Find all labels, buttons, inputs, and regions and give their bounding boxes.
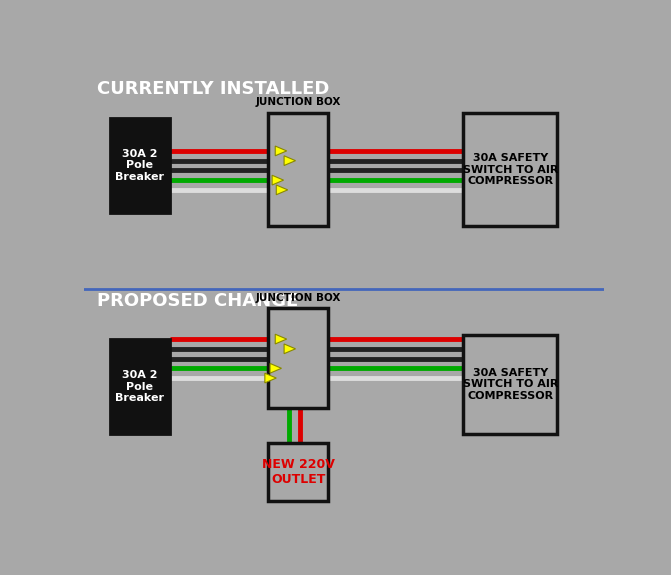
Bar (464, 335, 557, 434)
Text: JUNCTION BOX: JUNCTION BOX (256, 293, 341, 303)
Polygon shape (275, 146, 287, 156)
Bar (110, 118, 170, 213)
Text: CURRENTLY INSTALLED: CURRENTLY INSTALLED (97, 80, 329, 98)
Bar (268, 308, 328, 408)
Text: PROPOSED CHANGE: PROPOSED CHANGE (97, 292, 298, 310)
Bar (110, 339, 170, 434)
Polygon shape (275, 334, 287, 344)
Polygon shape (284, 156, 295, 166)
Text: 30A 2
Pole
Breaker: 30A 2 Pole Breaker (115, 370, 164, 403)
Polygon shape (272, 175, 284, 185)
Text: 30A 2
Pole
Breaker: 30A 2 Pole Breaker (115, 149, 164, 182)
Polygon shape (276, 185, 288, 195)
Bar (268, 443, 328, 501)
Polygon shape (270, 363, 282, 373)
Polygon shape (284, 344, 295, 354)
Bar (268, 113, 328, 226)
Polygon shape (265, 373, 276, 383)
Text: NEW 220V
OUTLET: NEW 220V OUTLET (262, 458, 335, 486)
Text: 30A SAFETY
SWITCH TO AIR
COMPRESSOR: 30A SAFETY SWITCH TO AIR COMPRESSOR (462, 153, 558, 186)
Bar (464, 113, 557, 226)
Text: 30A SAFETY
SWITCH TO AIR
COMPRESSOR: 30A SAFETY SWITCH TO AIR COMPRESSOR (462, 368, 558, 401)
Text: JUNCTION BOX: JUNCTION BOX (256, 97, 341, 106)
